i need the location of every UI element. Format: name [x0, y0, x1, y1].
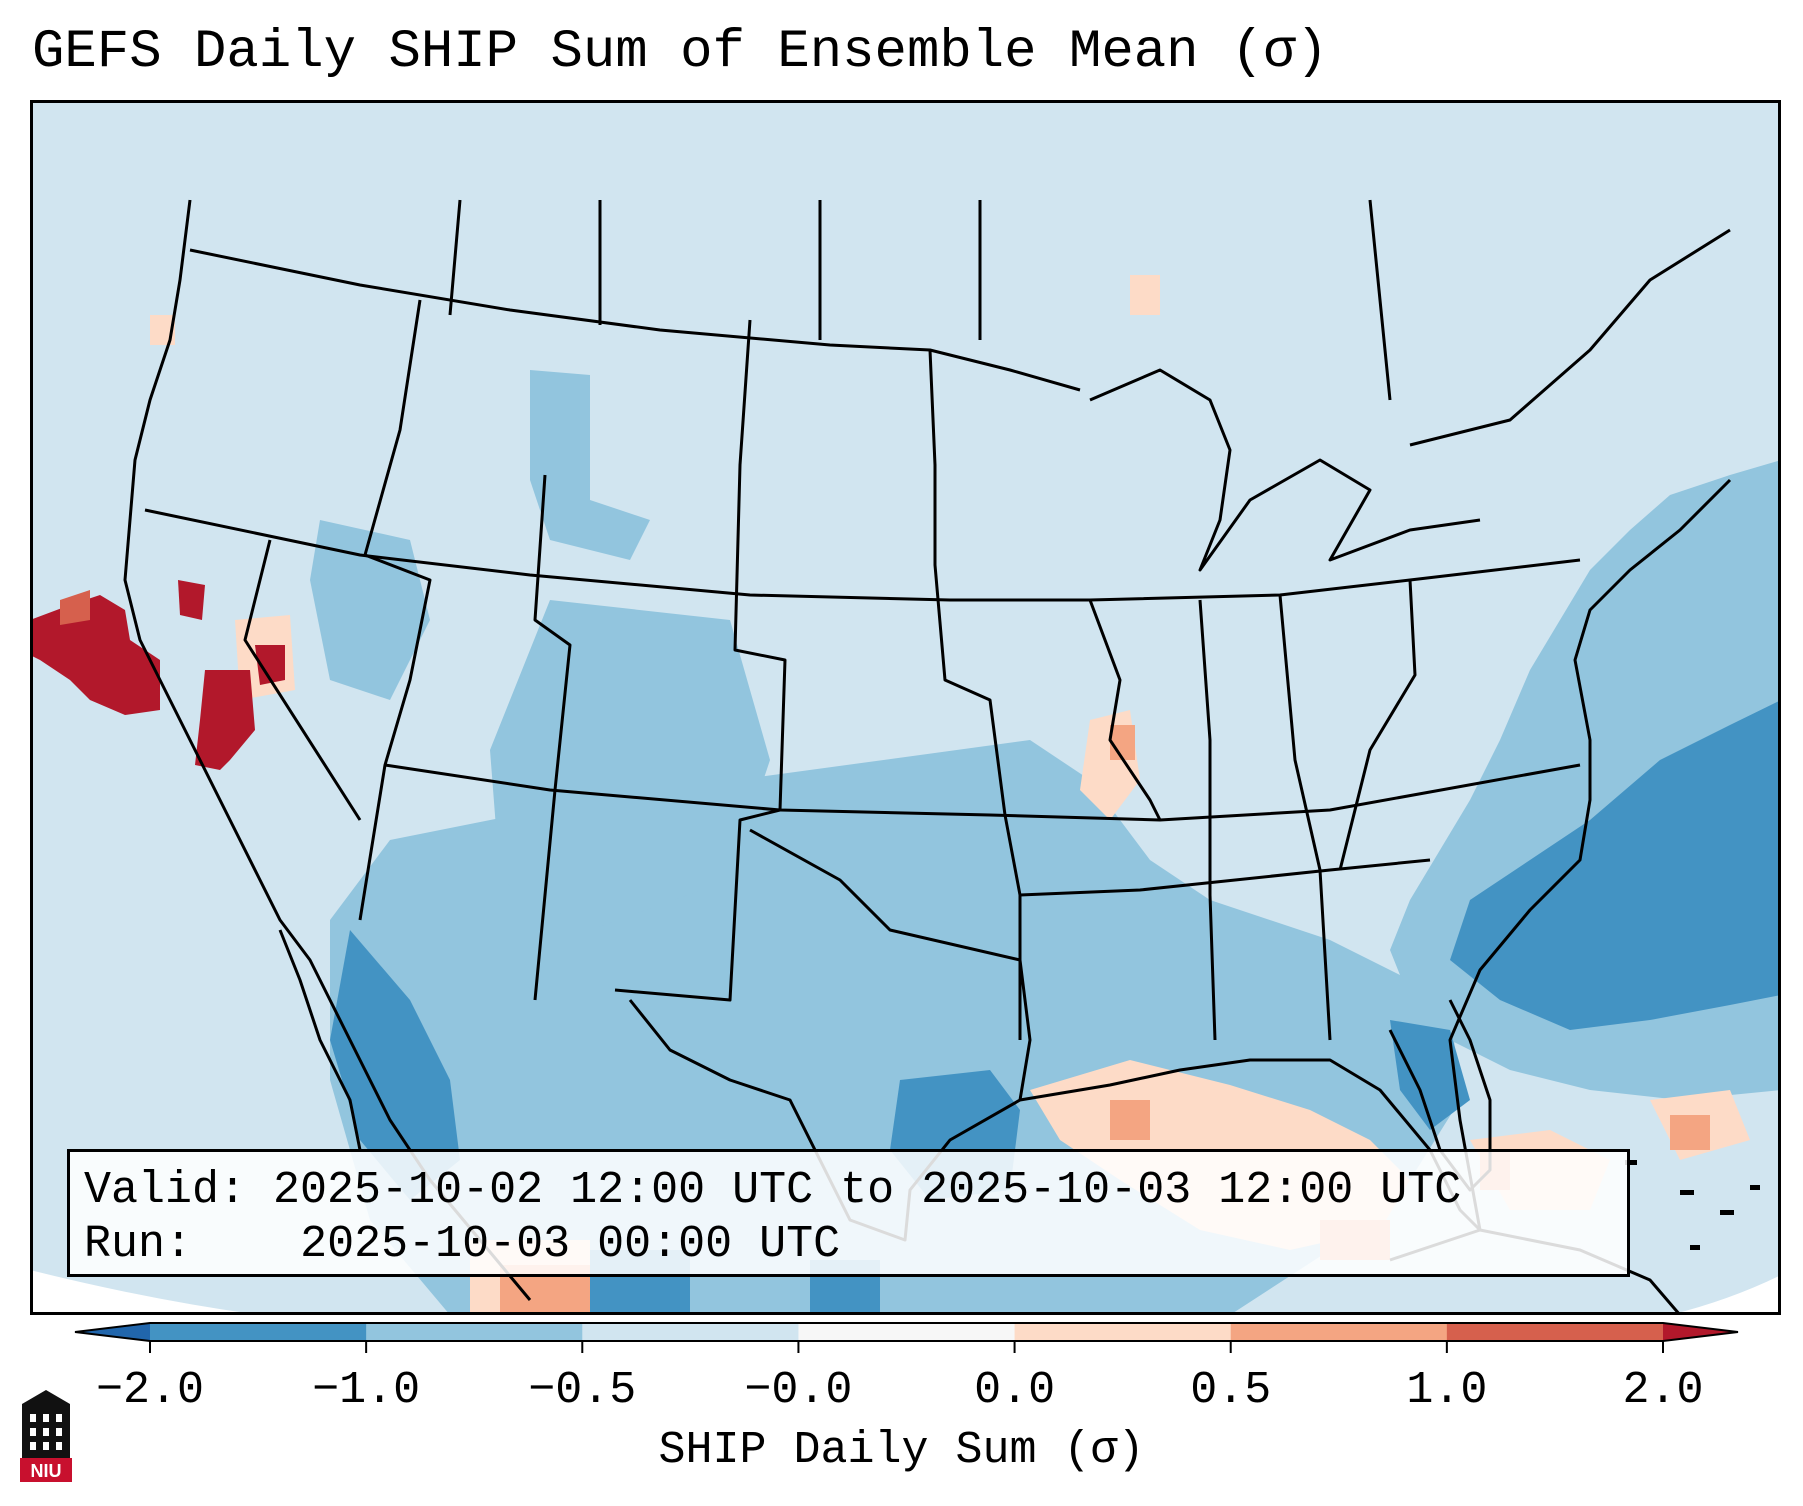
- field-oregon-positive: [150, 315, 175, 345]
- border-canada-us: [189, 248, 1081, 392]
- run-value: 2025-10-03 00:00 UTC: [300, 1219, 841, 1270]
- colorbar-bin: [798, 1323, 1016, 1341]
- field-bahamas-salmon: [1670, 1115, 1710, 1150]
- coastline-east: [1448, 478, 1732, 1231]
- field-greatbasin-medium: [310, 520, 430, 700]
- border-vert-5: [928, 349, 1022, 1040]
- field-nevada-dark-red: [255, 645, 285, 685]
- logo-roof: [22, 1390, 70, 1404]
- colorbar-bin: [1230, 1323, 1448, 1341]
- map-panel: [30, 100, 1781, 1315]
- field-illinois-salmon: [1110, 725, 1135, 760]
- colorbar-tick-label: 0.0: [974, 1365, 1055, 1416]
- border-vert-2: [358, 299, 432, 921]
- border-row-2: [384, 763, 1581, 822]
- valid-value: 2025-10-02 12:00 UTC to 2025-10-03 12:00…: [273, 1165, 1462, 1216]
- border-canada-provinces: [448, 199, 1392, 401]
- field-atlantic-dark: [1450, 700, 1781, 1030]
- map-frame: [30, 100, 1781, 1315]
- border-vert-6: [1088, 599, 1162, 821]
- border-canada-east: [1409, 228, 1731, 447]
- colorbar-over-arrow: [1663, 1323, 1738, 1341]
- colorbar-bin: [1446, 1323, 1664, 1341]
- colorbar-ticks: −2.0 −1.0 −0.5 −0.0 0.0 0.5 1.0 2.0: [96, 1341, 1704, 1416]
- colorbar-tick-label: 0.5: [1190, 1365, 1271, 1416]
- border-vert-3: [533, 474, 572, 1001]
- field-canada-positive: [1130, 275, 1160, 315]
- colorbar-under-arrow: [75, 1323, 150, 1341]
- island-marks: [1625, 1160, 1760, 1250]
- colorbar-tick-label: 1.0: [1406, 1365, 1487, 1416]
- logo-banner: [20, 1458, 72, 1482]
- border-vert-9: [1338, 579, 1417, 871]
- island-mark: [1680, 1190, 1694, 1195]
- field-wyoming-medium: [530, 370, 650, 560]
- border-row-1: [144, 508, 1581, 602]
- field-mexico-dark: [330, 930, 460, 1200]
- field-mexico-salmon: [500, 1265, 590, 1315]
- field-sierra-dark-red: [195, 670, 255, 770]
- colorbar-tick-label: −2.0: [96, 1365, 204, 1416]
- field-norcal-inland-red: [178, 580, 205, 620]
- coastline-baja: [278, 929, 362, 1151]
- island-mark: [1690, 1245, 1700, 1250]
- border-row-3: [1019, 858, 1431, 897]
- map-outside-area: [30, 1270, 260, 1315]
- colorbar-bin: [1014, 1323, 1232, 1341]
- colorbar-bin: [582, 1323, 799, 1341]
- colorbar-tick-label: −1.0: [312, 1365, 420, 1416]
- island-mark: [1625, 1160, 1637, 1165]
- border-vert-7: [1198, 599, 1217, 1041]
- border-vert-1: [243, 539, 362, 821]
- colorbar-bin: [150, 1323, 367, 1341]
- border-vert-4: [614, 319, 787, 1002]
- colorbar-bin: [366, 1323, 583, 1341]
- chart-title: GEFS Daily SHIP Sum of Ensemble Mean (σ): [32, 22, 1329, 83]
- colorbar-bins: [74, 1322, 1739, 1342]
- logo-text: NIU: [31, 1461, 62, 1481]
- valid-label: Valid:: [84, 1165, 247, 1216]
- info-box: Valid: 2025-10-02 12:00 UTC to 2025-10-0…: [67, 1149, 1630, 1277]
- coastline-west: [123, 199, 532, 1301]
- field-norcal-dark-red: [30, 595, 160, 715]
- run-label: Run:: [84, 1219, 193, 1270]
- colorbar-tick-label: 2.0: [1622, 1365, 1703, 1416]
- border-vert-8: [1278, 594, 1332, 1041]
- boundary-lines: [123, 199, 1732, 1315]
- island-mark: [1750, 1185, 1760, 1190]
- colorbar-tick-label: −0.5: [528, 1365, 636, 1416]
- map-canvas: [30, 100, 1781, 1315]
- colorbar-tick-label: −0.0: [744, 1365, 852, 1416]
- colorbar-label: SHIP Daily Sum (σ): [658, 1425, 1145, 1476]
- map-outside-area-right: [1670, 1275, 1781, 1315]
- niu-logo: NIU: [20, 1390, 72, 1482]
- field-norcal-outer-red: [60, 590, 90, 625]
- colorbar: −2.0 −1.0 −0.5 −0.0 0.0 0.5 1.0 2.0: [74, 1322, 1739, 1416]
- great-lakes: [1089, 368, 1481, 572]
- field-gulf-salmon: [1110, 1100, 1150, 1140]
- island-mark: [1720, 1210, 1734, 1215]
- field-southwest-medium: [490, 600, 770, 930]
